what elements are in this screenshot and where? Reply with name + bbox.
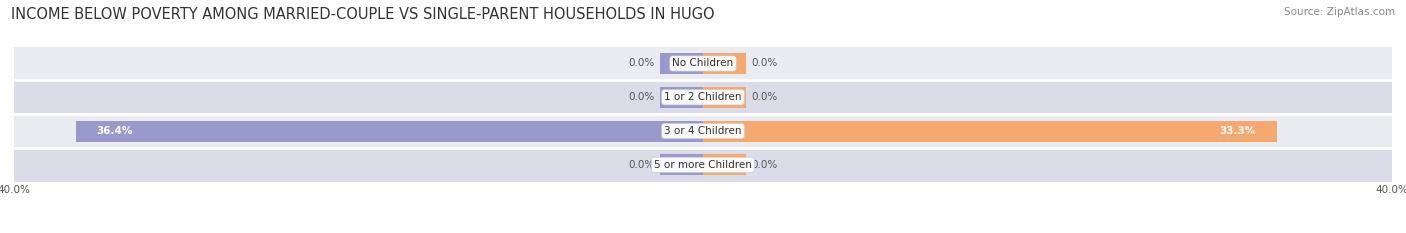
Text: 0.0%: 0.0%	[751, 160, 778, 170]
Text: 3 or 4 Children: 3 or 4 Children	[664, 126, 742, 136]
Bar	[14, 148, 1392, 182]
Text: Source: ZipAtlas.com: Source: ZipAtlas.com	[1284, 7, 1395, 17]
Text: 5 or more Children: 5 or more Children	[654, 160, 752, 170]
Bar	[703, 53, 747, 74]
Bar	[659, 87, 703, 108]
Text: 0.0%: 0.0%	[751, 58, 778, 69]
Text: 0.0%: 0.0%	[628, 160, 655, 170]
Text: 0.0%: 0.0%	[628, 58, 655, 69]
Text: No Children: No Children	[672, 58, 734, 69]
Bar	[76, 121, 703, 141]
Text: 33.3%: 33.3%	[1219, 126, 1256, 136]
Bar	[14, 47, 1392, 80]
Bar	[703, 87, 747, 108]
Bar	[14, 80, 1392, 114]
Text: 1 or 2 Children: 1 or 2 Children	[664, 92, 742, 102]
Text: 36.4%: 36.4%	[97, 126, 134, 136]
Bar	[14, 114, 1392, 148]
Text: 0.0%: 0.0%	[751, 92, 778, 102]
Text: INCOME BELOW POVERTY AMONG MARRIED-COUPLE VS SINGLE-PARENT HOUSEHOLDS IN HUGO: INCOME BELOW POVERTY AMONG MARRIED-COUPL…	[11, 7, 714, 22]
Bar	[659, 53, 703, 74]
Bar	[703, 121, 1277, 141]
Text: 0.0%: 0.0%	[628, 92, 655, 102]
Bar	[703, 154, 747, 175]
Bar	[659, 154, 703, 175]
